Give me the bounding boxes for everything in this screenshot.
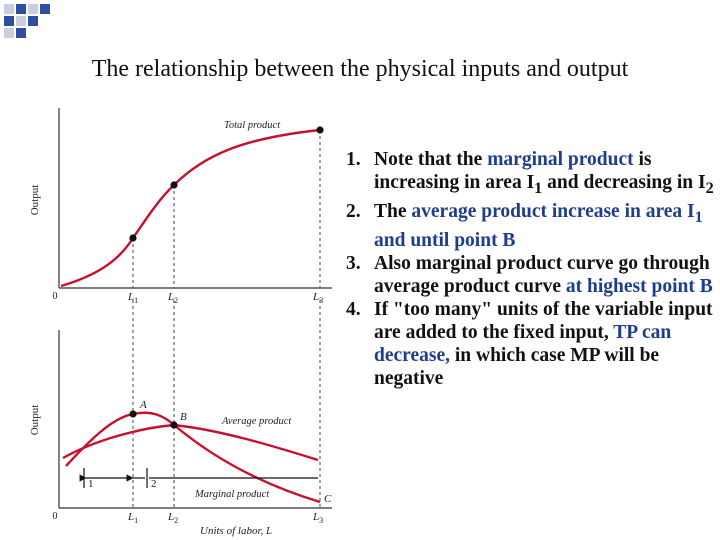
top-tick-l2: L2 bbox=[167, 291, 178, 305]
note-highlight: at highest point B bbox=[565, 275, 713, 297]
marginal-product-curve bbox=[65, 411, 321, 504]
point-b-marker bbox=[170, 421, 178, 429]
point-a-marker bbox=[129, 410, 137, 418]
corner-decoration bbox=[4, 4, 50, 38]
marginal-product-label: Marginal product bbox=[194, 489, 270, 500]
note-number: 2. bbox=[346, 200, 361, 222]
note-highlight: 1 bbox=[694, 207, 703, 226]
note-highlight: and until point B bbox=[374, 229, 516, 251]
note-text: The bbox=[374, 200, 412, 222]
region-2-label: 2 bbox=[151, 478, 157, 490]
note-text: is increasing in area I bbox=[374, 149, 652, 193]
inflection-point bbox=[129, 234, 137, 242]
note-item: 1. Note that the marginal product is incr… bbox=[338, 148, 716, 200]
note-highlight: average product increase in area I bbox=[411, 200, 695, 222]
point-c-label: C bbox=[324, 493, 332, 505]
note-text: 1 bbox=[534, 178, 543, 197]
note-number: 3. bbox=[346, 252, 361, 274]
bottom-tick-l1: L1 bbox=[127, 511, 138, 525]
top-panel: Output Total product 0 L1 L2 L3 bbox=[29, 108, 332, 305]
total-product-curve bbox=[60, 128, 321, 288]
max-ap-point bbox=[170, 181, 178, 189]
note-number: 1. bbox=[346, 149, 361, 170]
bottom-tick-l2: L2 bbox=[167, 511, 178, 525]
top-origin-label: 0 bbox=[53, 291, 58, 302]
max-tp-point bbox=[316, 126, 324, 134]
note-item: 2. The average product increase in area I… bbox=[338, 200, 716, 252]
note-text: in which case MP will be negative bbox=[374, 344, 660, 389]
total-product-label: Total product bbox=[224, 120, 281, 131]
bottom-x-label: Units of labor, L bbox=[200, 525, 272, 537]
notes-list: 1. Note that the marginal product is incr… bbox=[338, 148, 716, 390]
region-1-label: 1 bbox=[88, 478, 94, 490]
bottom-y-label: Output bbox=[29, 405, 41, 436]
note-text: Also marginal product curve go through a… bbox=[374, 252, 710, 297]
bottom-panel: Output A B C Average product Marginal pr… bbox=[29, 300, 332, 537]
note-highlight: TP can decrease, bbox=[374, 321, 672, 366]
note-item: 4. If "too many" units of the variable in… bbox=[338, 298, 716, 390]
note-number: 4. bbox=[346, 298, 361, 320]
top-tick-l1: L1 bbox=[127, 291, 138, 305]
note-highlight: marginal product bbox=[487, 149, 634, 170]
top-y-label: Output bbox=[29, 185, 41, 216]
average-product-label: Average product bbox=[221, 416, 292, 427]
note-item: 3. Also marginal product curve go through… bbox=[338, 252, 716, 298]
slide-title: The relationship between the physical in… bbox=[91, 56, 629, 82]
point-b-label: B bbox=[180, 411, 187, 423]
production-figure: Output Total product 0 L1 L2 L3 Output A… bbox=[29, 108, 332, 537]
top-tick-l3: L3 bbox=[312, 291, 323, 305]
note-text: and decreasing in I bbox=[542, 172, 706, 193]
note-text: Note that the bbox=[374, 149, 488, 170]
point-a-label: A bbox=[139, 399, 147, 411]
note-text: 2 bbox=[705, 178, 714, 197]
bottom-tick-l3: L3 bbox=[312, 511, 323, 525]
note-text: If "too many" units of the variable inpu… bbox=[374, 298, 713, 343]
bottom-origin-label: 0 bbox=[53, 511, 58, 522]
